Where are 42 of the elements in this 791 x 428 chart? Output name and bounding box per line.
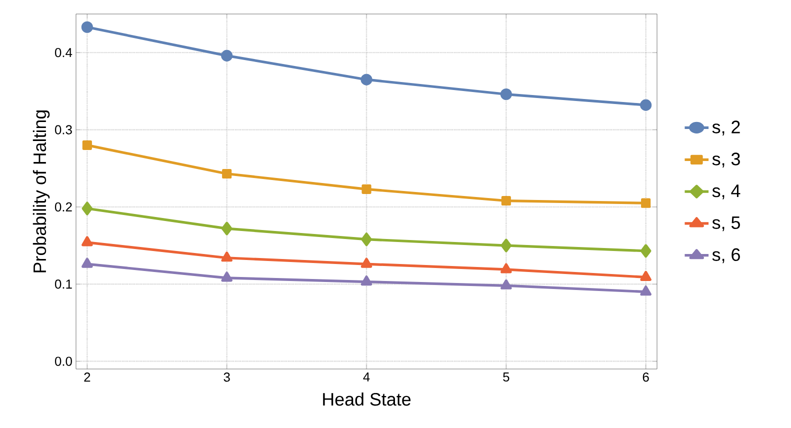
point xyxy=(82,202,93,216)
point xyxy=(221,50,233,62)
point xyxy=(221,252,232,262)
point xyxy=(82,140,92,150)
point xyxy=(81,21,93,33)
x-tick-label: 3 xyxy=(224,372,230,382)
point xyxy=(500,238,512,252)
point xyxy=(360,74,372,86)
point xyxy=(82,236,93,246)
y-tick-label: 0.1 xyxy=(54,280,72,289)
point xyxy=(500,279,512,290)
x-tick-label: 2 xyxy=(84,372,90,382)
point xyxy=(640,270,652,281)
legend-label: s, 5 xyxy=(712,216,740,232)
point xyxy=(221,222,232,236)
x-tick-label: 4 xyxy=(363,372,370,382)
legend-label: s, 2 xyxy=(712,120,740,136)
x-tick-label: 5 xyxy=(503,372,510,382)
point xyxy=(361,232,372,246)
point xyxy=(360,276,372,286)
point xyxy=(221,272,232,282)
x-axis-title: Head State xyxy=(323,392,411,406)
legend-label: s, 4 xyxy=(712,184,740,200)
legend-label: s, 6 xyxy=(712,248,740,264)
y-tick-label: 0.2 xyxy=(54,202,72,212)
y-axis-title: Probability of Halting xyxy=(32,110,50,272)
point xyxy=(640,286,652,296)
point xyxy=(362,184,372,194)
point xyxy=(640,99,652,111)
point xyxy=(641,198,651,208)
point xyxy=(640,244,652,258)
point xyxy=(501,196,511,206)
y-tick-label: 0.0 xyxy=(54,356,72,366)
point xyxy=(360,258,372,268)
y-tick-label: 0.4 xyxy=(54,48,72,58)
x-tick-label: 6 xyxy=(642,372,649,382)
point xyxy=(82,258,93,268)
point xyxy=(222,168,232,179)
y-tick-label: 0.3 xyxy=(54,125,72,134)
legend-label: s, 3 xyxy=(712,152,740,168)
point xyxy=(500,88,512,100)
point xyxy=(500,263,512,274)
